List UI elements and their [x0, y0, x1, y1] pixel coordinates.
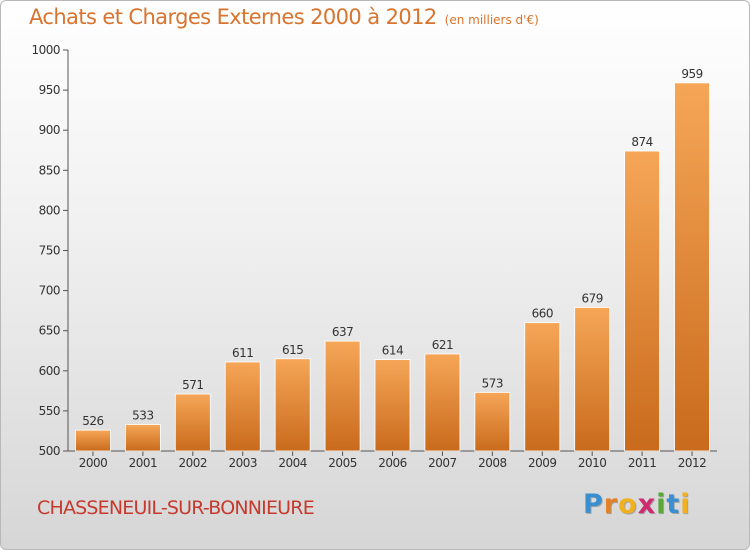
logo-letter: i: [656, 489, 667, 520]
y-tick-label: 850: [39, 163, 60, 177]
bar-value-label: 571: [182, 378, 203, 392]
y-tick-label: 550: [39, 404, 60, 418]
x-tick-label: 2011: [628, 456, 657, 470]
logo-letter: x: [637, 489, 657, 520]
bar-value-label: 660: [532, 307, 553, 321]
y-tick-label: 500: [39, 444, 60, 458]
bar: [424, 353, 461, 452]
logo-letter: i: [680, 489, 691, 520]
proxiti-logo[interactable]: Proxiti: [583, 489, 691, 520]
x-tick-label: 2000: [79, 456, 108, 470]
title-unit: (en milliers d'€): [444, 13, 539, 27]
axes: 500 550 600 650 700 750 800 850 900 950 1000 2000 20…: [31, 43, 717, 470]
bar: [574, 307, 611, 452]
bar: [274, 358, 311, 452]
bar-value-label: 679: [581, 291, 602, 305]
x-tick-label: 2012: [678, 456, 707, 470]
commune-name: CHASSENEUIL-SUR-BONNIEURE: [37, 497, 315, 519]
x-tick-label: 2004: [278, 456, 307, 470]
x-tick-label: 2007: [428, 456, 457, 470]
title-main: Achats et Charges Externes 2000 à 2012: [29, 5, 437, 29]
logo-letter: o: [618, 489, 638, 520]
x-tick-label: 2001: [129, 456, 158, 470]
bar-value-label: 611: [232, 346, 253, 360]
logo-letter: t: [666, 489, 681, 520]
bar-value-label: 614: [382, 344, 403, 358]
bar: [174, 393, 211, 452]
bars: 526 533 571 611 615 637 614 621 573 660 679 874 959: [75, 67, 710, 452]
bar: [624, 150, 661, 452]
bar-value-label: 959: [681, 67, 702, 81]
bar-value-label: 573: [482, 376, 503, 390]
x-tick-label: 2008: [478, 456, 507, 470]
bar-value-label: 533: [132, 409, 153, 423]
x-tick-label: 2005: [328, 456, 357, 470]
y-tick-label: 700: [39, 284, 60, 298]
bar-value-label: 526: [82, 414, 103, 428]
bar-value-label: 874: [631, 135, 652, 149]
bar: [224, 361, 261, 452]
y-tick-label: 950: [39, 83, 60, 97]
logo-letter: P: [583, 489, 604, 520]
x-tick-label: 2009: [528, 456, 557, 470]
y-tick-label: 800: [39, 203, 60, 217]
y-tick-label: 650: [39, 324, 60, 338]
bar: [124, 424, 161, 452]
x-tick-label: 2003: [228, 456, 257, 470]
bar: [474, 392, 511, 452]
y-tick-label: 1000: [31, 43, 60, 57]
x-tick-label: 2002: [179, 456, 208, 470]
bar: [674, 82, 710, 452]
bar: [524, 322, 561, 452]
chart-title: Achats et Charges Externes 2000 à 2012 (e…: [29, 5, 539, 29]
logo-letter: r: [603, 489, 619, 520]
y-tick-label: 600: [39, 364, 60, 378]
y-tick-label: 900: [39, 123, 60, 137]
bar-value-label: 637: [332, 325, 353, 339]
x-tick-label: 2006: [378, 456, 407, 470]
y-tick-label: 750: [39, 244, 60, 258]
bar: [374, 359, 411, 452]
bar: [75, 429, 111, 452]
x-tick-label: 2010: [578, 456, 607, 470]
bar: [324, 340, 361, 452]
bar-value-label: 615: [282, 343, 303, 357]
bar-value-label: 621: [432, 338, 453, 352]
